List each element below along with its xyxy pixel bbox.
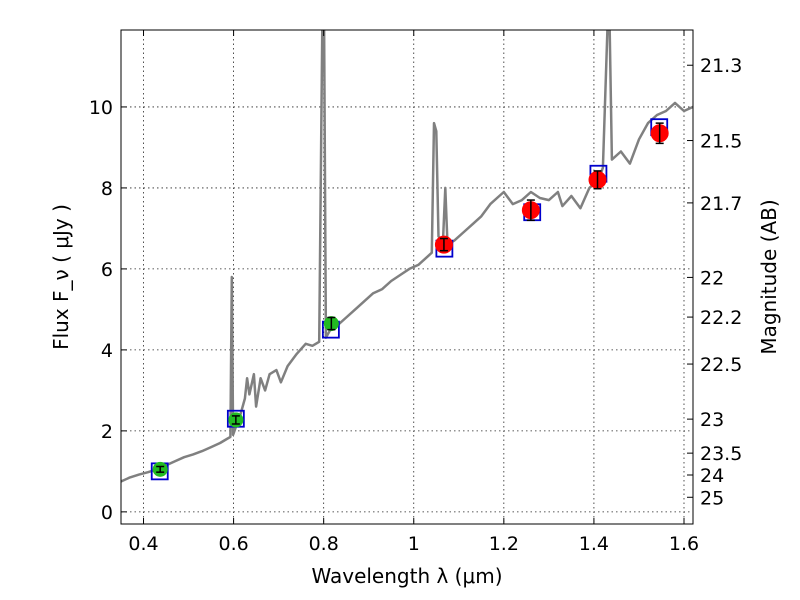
observed-series (152, 122, 669, 477)
x-tick-label: 1 (408, 533, 420, 555)
y-tick-label: 8 (101, 178, 113, 200)
y2-tick-label: 21.5 (700, 131, 742, 153)
x-tick-label: 1.4 (579, 533, 609, 555)
spectrum-line (121, 30, 693, 483)
y2-tick-label: 25 (700, 487, 724, 509)
x-tick-label: 0.8 (309, 533, 339, 555)
plot-area (121, 30, 693, 483)
y2-tick-label: 24 (700, 465, 724, 487)
ticks: 0.4 0.6 0.8 1 1.2 1.4 1.6024681021.321.521.722… (89, 30, 742, 555)
x-tick-label: 0.4 (128, 533, 158, 555)
y-axis-label: Flux F_ν ( μJy ) (49, 204, 73, 350)
y2-tick-label: 22.2 (700, 307, 742, 329)
y-tick-label: 10 (89, 97, 113, 119)
y2-tick-label: 22.5 (700, 354, 742, 376)
y2-tick-label: 21.3 (700, 55, 742, 77)
y2-tick-label: 22 (700, 267, 724, 289)
x-axis-label: Wavelength λ (μm) (311, 564, 502, 588)
y2-tick-label: 23 (700, 409, 724, 431)
plot-background (121, 30, 693, 524)
x-tick-label: 0.6 (218, 533, 248, 555)
x-tick-label: 1.2 (489, 533, 519, 555)
x-tick-label: 1.6 (669, 533, 699, 555)
y-tick-label: 4 (101, 340, 113, 362)
y-tick-label: 2 (101, 421, 113, 443)
spectrum-series (121, 30, 693, 483)
y2-tick-label: 23.5 (700, 443, 742, 465)
y2-tick-label: 21.7 (700, 193, 742, 215)
y-tick-label: 0 (101, 502, 113, 524)
y-tick-label: 6 (101, 259, 113, 281)
y2-axis-label: Magnitude (AB) (757, 199, 781, 354)
